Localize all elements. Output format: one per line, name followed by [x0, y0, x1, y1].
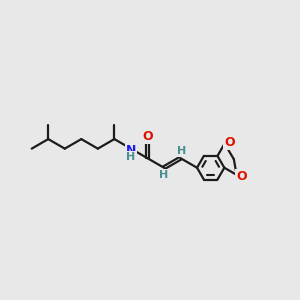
Text: O: O — [236, 170, 247, 183]
Text: O: O — [142, 130, 153, 143]
Text: O: O — [224, 136, 235, 149]
Text: N: N — [126, 143, 136, 157]
Text: H: H — [126, 152, 136, 162]
Text: H: H — [158, 169, 168, 179]
Text: H: H — [177, 146, 186, 156]
